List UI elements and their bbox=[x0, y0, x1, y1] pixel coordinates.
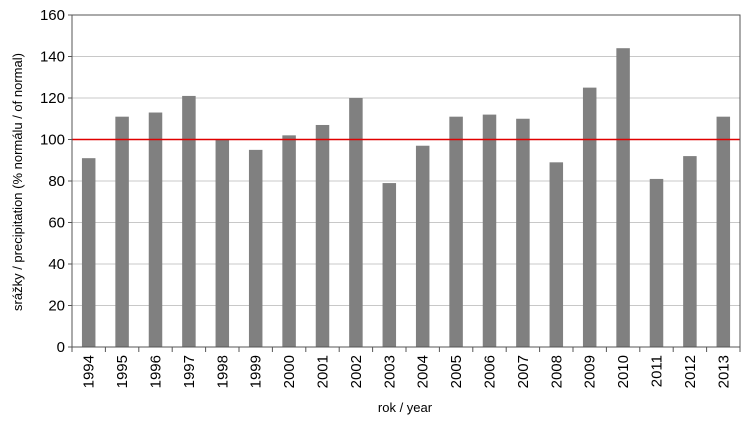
y-tick-label: 60 bbox=[48, 215, 65, 232]
bar-2008 bbox=[549, 162, 564, 347]
bar-2005 bbox=[449, 116, 463, 347]
x-tick-label: 1994 bbox=[81, 355, 98, 388]
x-tick-label: 2013 bbox=[715, 355, 732, 388]
bar-2004 bbox=[415, 145, 430, 347]
y-tick-label: 100 bbox=[40, 132, 65, 149]
bar-2010 bbox=[616, 48, 630, 347]
y-axis-label: srážky / precipitation (% normálu / of n… bbox=[10, 53, 25, 311]
gridlines bbox=[72, 56, 740, 306]
y-tick-label: 160 bbox=[40, 7, 65, 24]
bar-2001 bbox=[315, 124, 330, 347]
y-tick-label: 80 bbox=[48, 173, 65, 190]
bar-1996 bbox=[148, 112, 163, 348]
x-tick-label: 2012 bbox=[682, 355, 699, 388]
x-tick-label: 2001 bbox=[315, 355, 332, 388]
bar-2012 bbox=[683, 156, 697, 347]
x-tick-label: 2009 bbox=[582, 355, 599, 388]
x-tick-label: 2002 bbox=[348, 355, 365, 388]
x-tick-label: 2006 bbox=[482, 355, 499, 388]
x-tick-label: 2005 bbox=[448, 355, 465, 388]
x-tick-label: 2011 bbox=[649, 355, 666, 387]
x-tick-label: 2000 bbox=[281, 355, 298, 388]
bar-2000 bbox=[282, 135, 296, 347]
x-tick-label: 1995 bbox=[114, 355, 131, 388]
bar-2009 bbox=[582, 87, 597, 347]
x-tick-label: 2008 bbox=[548, 355, 565, 388]
bar-series bbox=[81, 48, 731, 348]
bar-2011 bbox=[649, 178, 664, 347]
x-tick-label: 2004 bbox=[415, 355, 432, 388]
y-tick-label: 0 bbox=[57, 339, 65, 356]
y-tick-label: 40 bbox=[48, 256, 65, 273]
bar-2007 bbox=[516, 118, 530, 347]
plot-frame bbox=[68, 14, 741, 352]
x-tick-label: 1996 bbox=[148, 355, 165, 388]
x-tick-label: 2007 bbox=[515, 355, 532, 388]
y-axis-tick-labels: 0 20 40 60 80 100 120 140 160 bbox=[40, 7, 65, 356]
x-tick-label: 1997 bbox=[181, 355, 198, 388]
x-tick-label: 2003 bbox=[381, 355, 398, 388]
bar-2013 bbox=[716, 116, 731, 347]
bar-1999 bbox=[248, 149, 263, 347]
y-tick-label: 120 bbox=[40, 90, 65, 107]
bar-2002 bbox=[349, 98, 363, 347]
x-tick-label: 2010 bbox=[615, 355, 632, 388]
bar-1997 bbox=[182, 95, 196, 347]
x-tick-label: 1999 bbox=[248, 355, 265, 388]
x-axis-tick-labels: 1994 1995 1996 1997 1998 1999 2000 2001 2002 2003… bbox=[81, 355, 733, 388]
x-tick-label: 1998 bbox=[214, 355, 231, 388]
y-tick-label: 20 bbox=[48, 298, 65, 315]
x-axis-label: rok / year bbox=[378, 400, 433, 415]
bar-1994 bbox=[81, 158, 96, 347]
bar-2006 bbox=[482, 114, 497, 347]
bar-1998 bbox=[215, 139, 230, 347]
bar-2003 bbox=[382, 183, 397, 347]
bar-1995 bbox=[115, 116, 129, 347]
y-tick-label: 140 bbox=[40, 49, 65, 66]
